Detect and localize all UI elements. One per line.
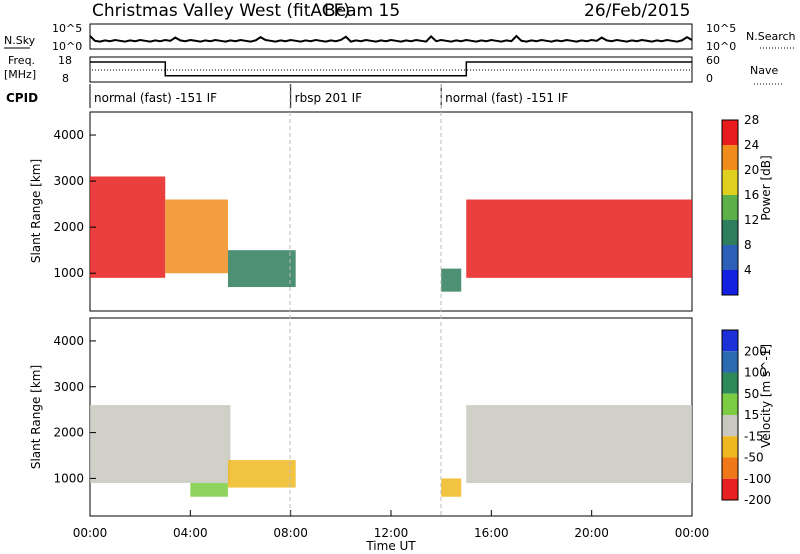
- velocity-colorbar-segment-5: [722, 436, 738, 458]
- power-region-4: [466, 199, 692, 278]
- nave-tick-top: 60: [706, 54, 720, 67]
- xtick-label-5: 20:00: [574, 526, 609, 540]
- cpid-modes: normal (fast) -151 IF rbsp 201 IF normal (…: [89, 84, 568, 108]
- power-colorbar-tick-0: 4: [744, 263, 752, 277]
- power-colorbar-tick-1: 8: [744, 238, 752, 252]
- freq-tick-bottom: 8: [62, 72, 69, 85]
- velocity-colorbar-tick-7: -200: [744, 493, 771, 507]
- power-ytick-label-2: 3000: [53, 174, 84, 188]
- power-panel: 1000 2000 3000 4000 Slant Range [km] 4 8 12 16…: [29, 111, 773, 312]
- velocity-colorbar-tick-0: 200: [744, 344, 767, 358]
- power-colorbar-tick-6: 28: [744, 113, 759, 127]
- velocity-region-2: [190, 483, 228, 497]
- freq-panel: Freq. [MHz] 18 8 60 0 Nave: [4, 54, 782, 85]
- power-colorbar: 4 8 12 16 20 24 28: [721, 113, 759, 296]
- velocity-region-1: [227, 460, 296, 488]
- power-colorbar-tick-3: 16: [744, 188, 759, 202]
- velocity-ylabel: Slant Range [km]: [29, 365, 43, 469]
- nave-label: Nave: [750, 64, 778, 77]
- xtick-label-1: 04:00: [173, 526, 208, 540]
- velocity-y-ticks: 1000 2000 3000 4000: [53, 334, 96, 485]
- freq-series-line: [90, 61, 692, 77]
- velocity-ytick-label-0: 1000: [53, 471, 84, 485]
- power-y-ticks: 1000 2000 3000 4000: [53, 128, 96, 280]
- freq-label-line1: Freq.: [8, 54, 35, 67]
- velocity-colorbar-segment-1: [722, 351, 738, 373]
- cpid-mode-label-1: rbsp 201 IF: [295, 91, 362, 105]
- power-colorbar-segment-4: [722, 220, 738, 245]
- power-region-2: [227, 250, 296, 288]
- nsky-label: N.Sky: [4, 34, 36, 47]
- power-colorbar-label: Power [dB]: [759, 155, 773, 220]
- cpid-row: CPID normal (fast) -151 IF rbsp 201 IF nor…: [6, 84, 568, 108]
- nsky-series-line: [89, 34, 693, 43]
- power-colorbar-segment-2: [722, 170, 738, 195]
- power-colorbar-tick-2: 12: [744, 213, 759, 227]
- nsearch-tick-bottom: 10^0: [706, 40, 736, 53]
- power-data-regions: [90, 176, 692, 292]
- velocity-colorbar-segment-4: [722, 415, 738, 437]
- cpid-mode-label-0: normal (fast) -151 IF: [94, 91, 217, 105]
- nsky-tick-top: 10^5: [52, 22, 82, 35]
- velocity-colorbar: 200 100 50 15 -15 -50 -100 -200: [721, 329, 771, 507]
- cpid-mode-label-2: normal (fast) -151 IF: [445, 91, 568, 105]
- nsky-tick-bottom: 10^0: [52, 40, 82, 53]
- xtick-label-6: 00:00: [675, 526, 710, 540]
- velocity-colorbar-segment-0: [722, 330, 738, 352]
- velocity-ytick-label-2: 3000: [53, 380, 84, 394]
- power-colorbar-segment-1: [722, 145, 738, 170]
- velocity-colorbar-segment-7: [722, 478, 738, 500]
- velocity-panel: 1000 2000 3000 4000 Slant Range [km] 200 100…: [29, 317, 773, 553]
- velocity-colorbar-tick-4: -15: [744, 429, 764, 443]
- velocity-colorbar-label: Velocity [m s^-1]: [759, 344, 773, 448]
- xtick-label-0: 00:00: [73, 526, 108, 540]
- power-colorbar-tick-5: 24: [744, 138, 759, 152]
- freq-tick-top: 18: [58, 54, 72, 67]
- velocity-colorbar-tick-5: -50: [744, 451, 764, 465]
- power-region-3: [441, 268, 462, 292]
- power-region-0: [90, 176, 166, 278]
- power-ytick-label-0: 1000: [53, 266, 84, 280]
- beam-title: Beam 15: [324, 1, 400, 21]
- power-colorbar-segment-5: [722, 245, 738, 270]
- power-colorbar-segment-6: [722, 270, 738, 295]
- velocity-region-3: [441, 478, 462, 497]
- power-colorbar-tick-4: 20: [744, 163, 759, 177]
- nsearch-tick-top: 10^5: [706, 22, 736, 35]
- velocity-colorbar-tick-1: 100: [744, 366, 767, 380]
- velocity-data-regions: [90, 405, 692, 497]
- velocity-colorbar-tick-3: 15: [744, 408, 759, 422]
- power-ytick-label-3: 4000: [53, 128, 84, 142]
- power-ytick-label-1: 2000: [53, 220, 84, 234]
- nsearch-label: N.Search: [746, 30, 796, 43]
- velocity-region-0: [90, 405, 231, 483]
- nsky-panel: N.Sky 10^5 10^0 10^5 10^0 N.Search: [4, 22, 796, 53]
- velocity-colorbar-segment-6: [722, 457, 738, 479]
- date-title: 26/Feb/2015: [584, 1, 690, 21]
- nave-tick-bottom: 0: [706, 72, 713, 85]
- velocity-region-4: [466, 405, 692, 483]
- velocity-colorbar-frame: [721, 329, 739, 501]
- velocity-colorbar-segment-3: [722, 393, 738, 415]
- cpid-label: CPID: [6, 91, 38, 105]
- velocity-colorbar-tick-2: 50: [744, 387, 759, 401]
- xtick-label-2: 08:00: [273, 526, 308, 540]
- power-colorbar-segment-0: [722, 120, 738, 145]
- power-region-1: [165, 199, 228, 274]
- time-xlabel: Time UT: [365, 539, 416, 553]
- xtick-label-4: 16:00: [474, 526, 509, 540]
- power-ylabel: Slant Range [km]: [29, 159, 43, 263]
- station-title: Christmas Valley West (fitACF): [92, 1, 350, 21]
- power-colorbar-segment-3: [722, 195, 738, 220]
- velocity-colorbar-tick-6: -100: [744, 472, 771, 486]
- freq-label-line2: [MHz]: [4, 68, 36, 81]
- power-colorbar-frame: [721, 119, 739, 296]
- velocity-ytick-label-1: 2000: [53, 426, 84, 440]
- velocity-ytick-label-3: 4000: [53, 334, 84, 348]
- velocity-colorbar-segment-2: [722, 372, 738, 394]
- xtick-label-3: 12:00: [374, 526, 409, 540]
- time-x-ticks: 00:00 04:00 08:00 12:00 16:00 20:00 00:00: [73, 510, 710, 540]
